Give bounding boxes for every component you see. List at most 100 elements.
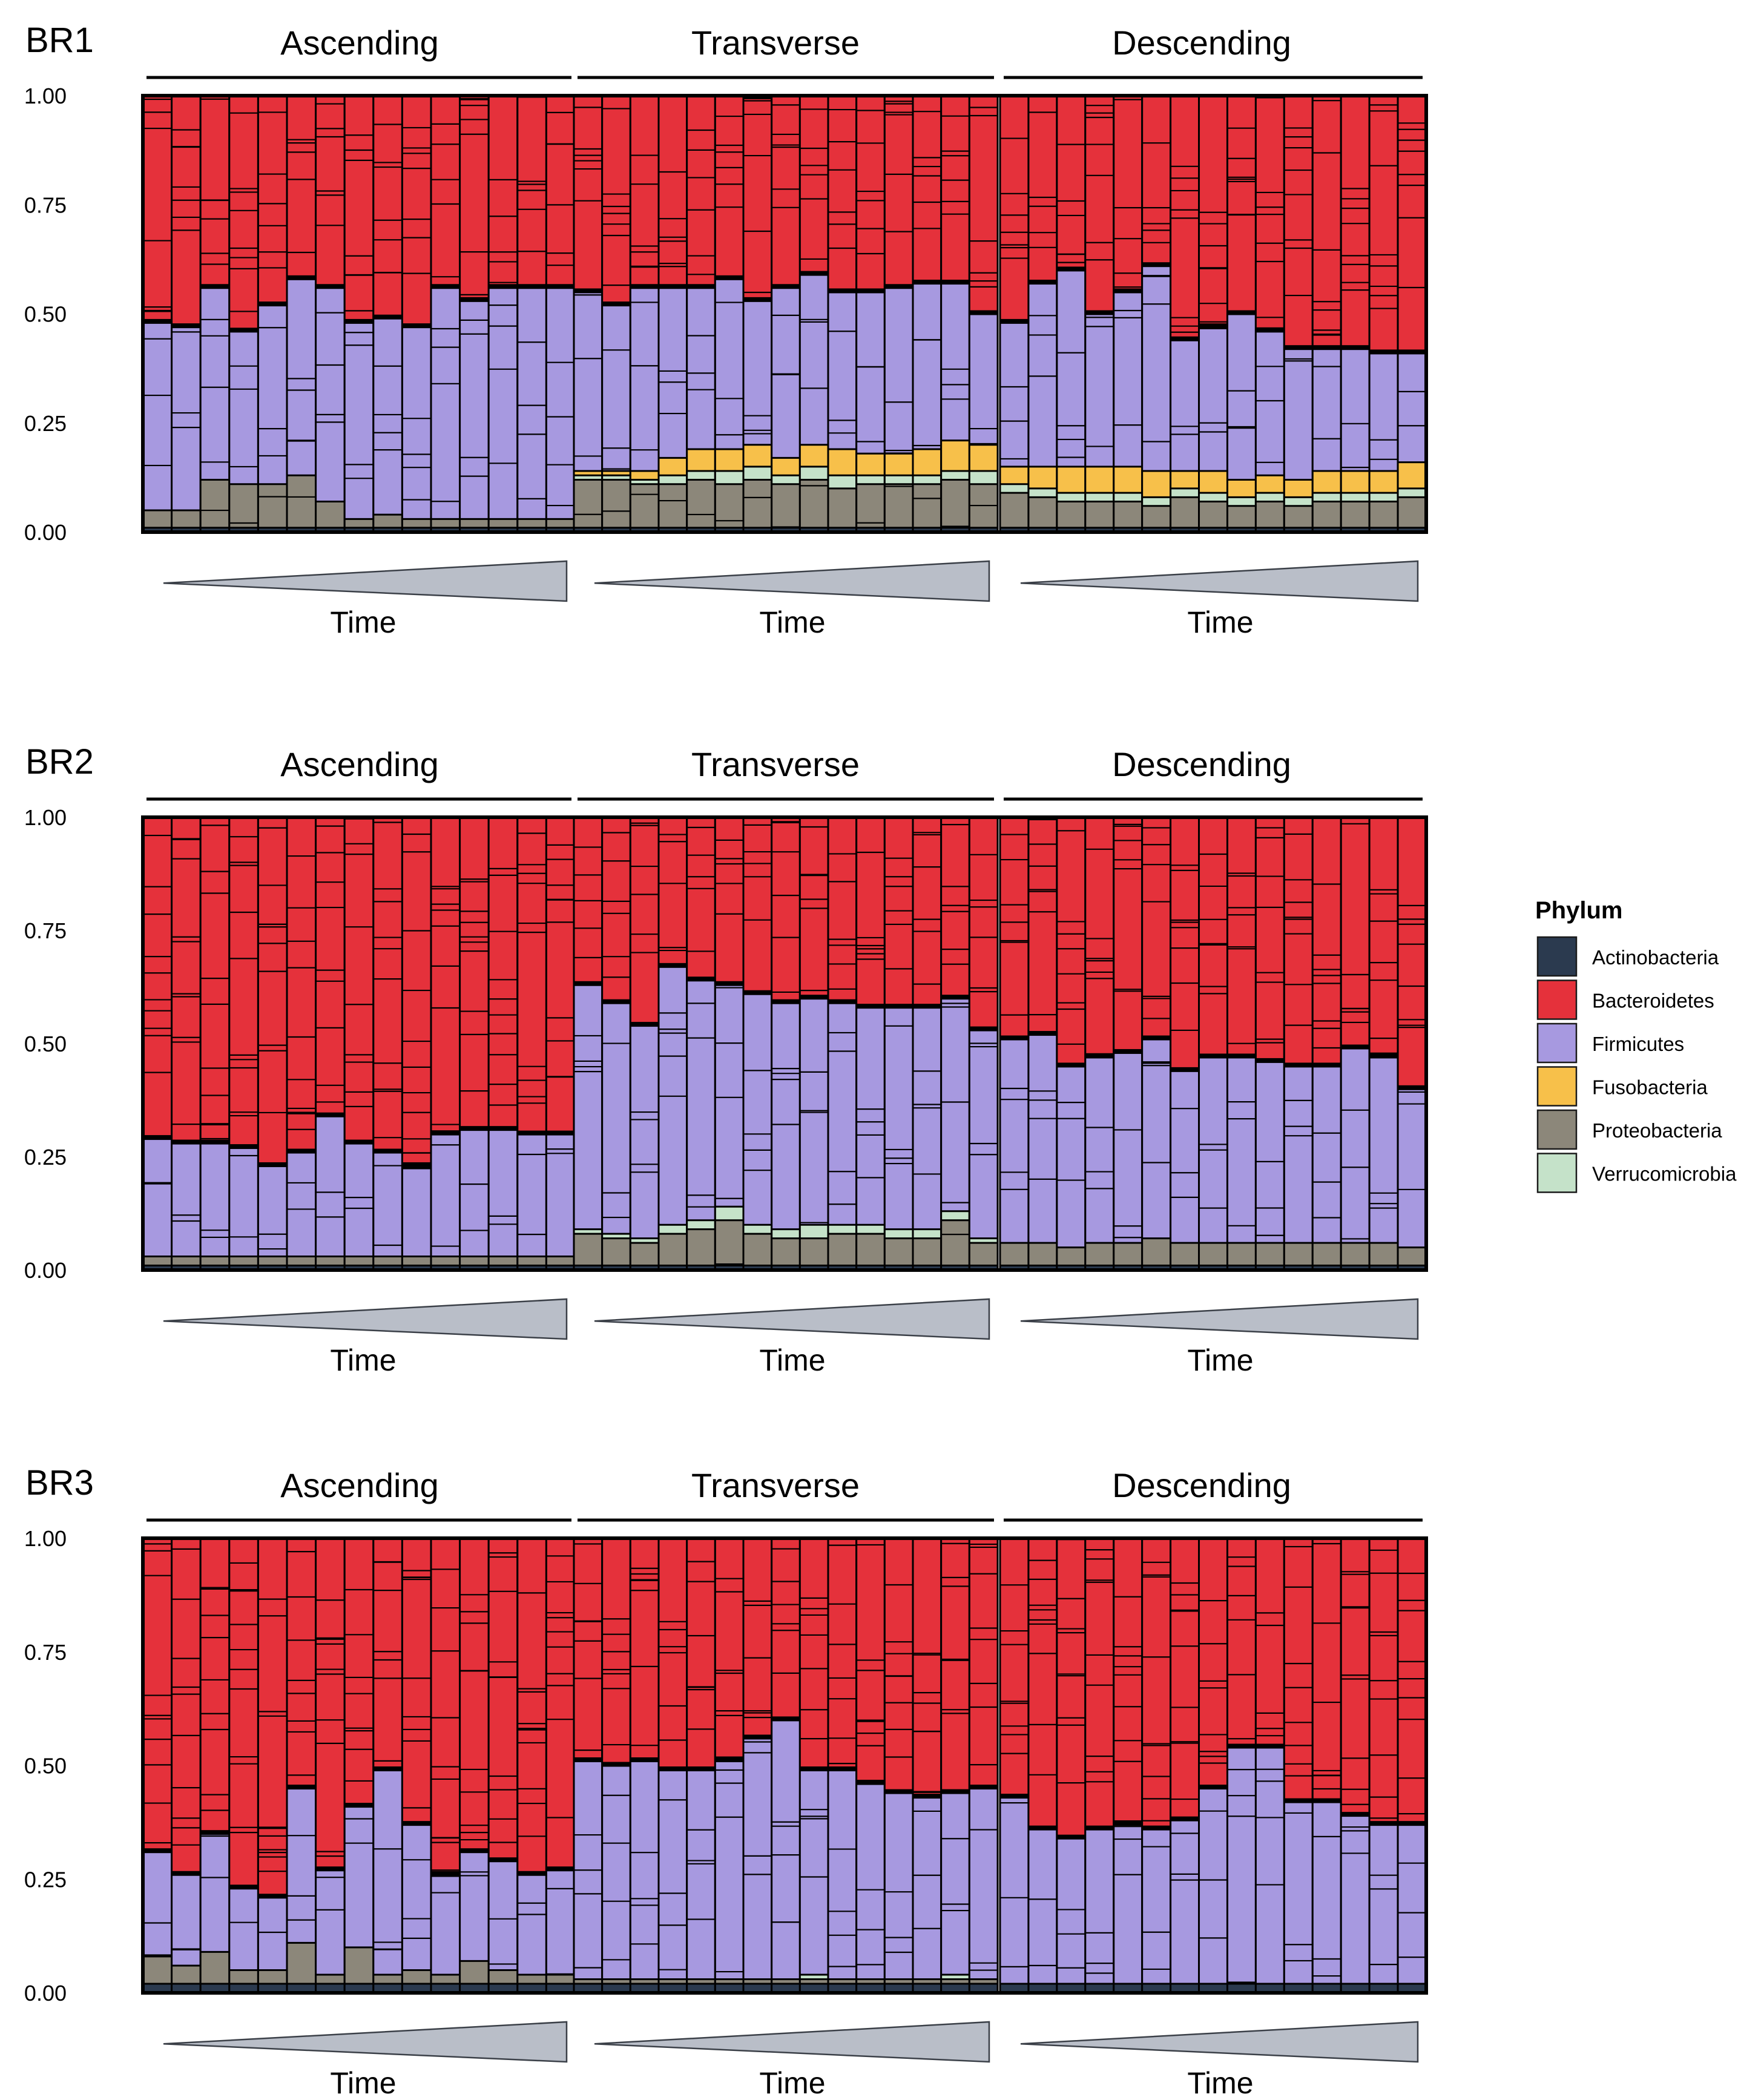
phylum-boundary-band [686,284,716,289]
bar-transverse-1 [573,94,604,533]
bar-segment-bacteroidetes [856,817,885,1008]
bar-segment-firmicutes [1227,314,1256,480]
bar-ascending-10 [401,816,432,1271]
bar-segment-proteobacteria [941,1979,970,1984]
y-tick-label: 1.00 [24,1526,67,1551]
bar-descending-3 [1056,1537,1087,1994]
phylum-boundary-band [373,1148,403,1154]
time-wedge [163,2021,568,2063]
bar-segment-proteobacteria [771,1979,800,1984]
bar-segment-actinobacteria [1227,1265,1256,1270]
bar-segment-firmicutes [856,1783,885,1980]
bar-segment-bacteroidetes [200,96,229,288]
bar-segment-bacteroidetes [373,96,403,318]
bar-segment-bacteroidetes [344,817,374,1144]
bar-segment-proteobacteria [459,1961,489,1984]
bar-segment-proteobacteria [686,479,716,528]
phylum-boundary-band [489,1857,518,1863]
bar-segment-proteobacteria [1199,501,1228,528]
bar-segment-actinobacteria [517,1983,547,1993]
bar-transverse-2 [601,816,631,1271]
bar-segment-bacteroidetes [602,817,631,1003]
bar-segment-actinobacteria [941,1265,970,1270]
bar-segment-bacteroidetes [1113,817,1142,1053]
bar-segment-bacteroidetes [659,96,687,288]
bar-transverse-3 [629,1537,660,1994]
bar-segment-proteobacteria [1056,1247,1085,1266]
bar-segment-firmicutes [1113,1825,1142,1984]
bar-segment-fusobacteria [659,458,687,476]
legend-label: Fusobacteria [1592,1076,1708,1099]
phylum-boundary-band [1398,1085,1426,1090]
bar-segment-bacteroidetes [1312,1538,1341,1802]
bar-descending-7 [1170,94,1200,533]
phylum-boundary-band [574,288,602,294]
phylum-boundary-band [771,284,800,289]
bar-segment-proteobacteria [315,1974,345,1984]
phylum-boundary-band [287,1785,316,1790]
bar-segment-proteobacteria [969,1979,998,1984]
bar-segment-proteobacteria [200,1256,229,1266]
bar-segment-bacteroidetes [941,817,970,999]
bar-segment-actinobacteria [258,527,287,532]
bar-segment-fusobacteria [1199,471,1228,493]
region-label-transverse: Transverse [691,1466,860,1504]
bar-segment-firmicutes [743,300,772,445]
bar-ascending-14 [516,1537,547,1994]
bar-segment-proteobacteria [1113,1243,1142,1266]
region-label-transverse: Transverse [691,24,860,62]
bar-segment-actinobacteria [1113,1983,1142,1993]
bar-segment-proteobacteria [1284,505,1313,528]
bar-segment-firmicutes [1284,349,1313,480]
bar-transverse-12 [883,94,914,533]
bar-transverse-8 [771,94,801,533]
bar-descending-9 [1226,1537,1257,1994]
bar-segment-verrucomicrobia [1369,493,1398,502]
bar-transverse-7 [742,1537,773,1994]
phylum-boundary-band [171,1139,201,1145]
bar-segment-firmicutes [743,993,772,1225]
bar-ascending-13 [487,94,519,533]
phylum-boundary-band [800,271,828,276]
bar-segment-proteobacteria [258,1970,287,1984]
bar-segment-bacteroidetes [431,96,460,288]
bar-descending-9 [1226,94,1257,533]
bar-segment-firmicutes [800,1770,828,1975]
bar-segment-actinobacteria [913,527,941,532]
bar-segment-actinobacteria [1227,1983,1256,1993]
y-tick-label: 0.75 [24,918,67,943]
phylum-boundary-band [373,314,403,320]
bar-segment-bacteroidetes [315,96,345,288]
bar-segment-actinobacteria [1170,1983,1199,1993]
bar-segment-actinobacteria [1341,1265,1370,1270]
phylum-boundary-band [1398,349,1426,355]
bar-segment-bacteroidetes [489,1538,518,1861]
bar-descending-12 [1311,1537,1342,1994]
bar-segment-proteobacteria [1028,497,1057,528]
bar-segment-verrucomicrobia [771,475,800,484]
bar-segment-firmicutes [431,1134,460,1257]
bar-segment-firmicutes [489,288,518,519]
bar-segment-proteobacteria [1341,501,1370,528]
bar-segment-bacteroidetes [828,817,857,1003]
phylum-boundary-band [229,328,258,333]
bar-ascending-13 [487,816,519,1271]
bar-segment-firmicutes [171,1143,201,1257]
bar-transverse-5 [686,94,716,533]
bar-segment-firmicutes [1170,1820,1199,1984]
phylum-boundary-band [431,1871,460,1876]
bar-segment-proteobacteria [344,519,374,528]
bar-transverse-4 [657,1537,688,1994]
bar-segment-firmicutes [489,1130,518,1257]
bar-segment-bacteroidetes [1227,96,1256,314]
bar-segment-firmicutes [143,1852,172,1957]
phylum-boundary-band [1000,318,1029,324]
bar-segment-bacteroidetes [969,1538,998,1789]
phylum-boundary-band [229,1144,258,1150]
bar-segment-firmicutes [229,1888,258,1970]
bar-segment-bacteroidetes [630,1538,659,1761]
bar-segment-firmicutes [1227,1747,1256,1984]
time-label: Time [330,605,396,639]
phylum-boundary-band [402,1821,431,1826]
bar-segment-actinobacteria [941,1983,970,1993]
